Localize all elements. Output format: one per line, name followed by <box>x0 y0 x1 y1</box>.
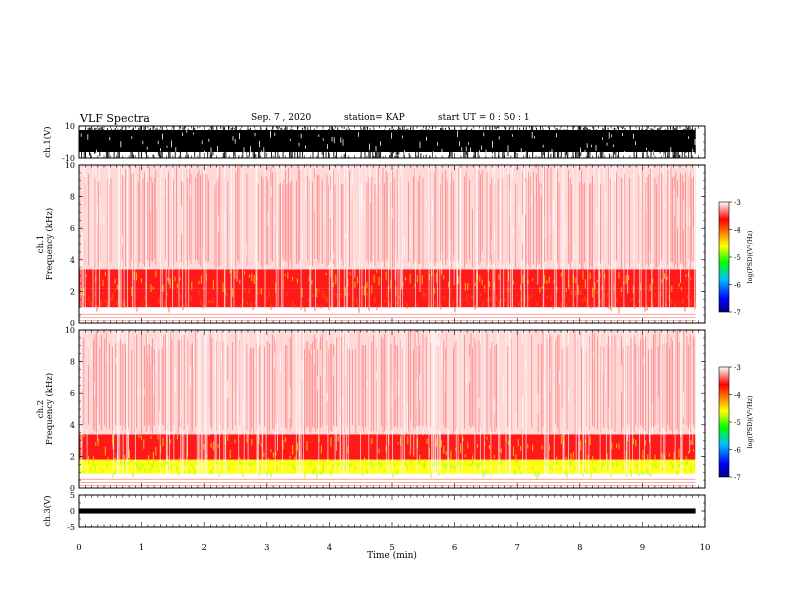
ch1-waveform-gaps <box>79 130 696 158</box>
xtick-label: 8 <box>577 543 582 553</box>
start-time-label: start UT = 0 : 50 : 1 <box>438 113 530 123</box>
yminor-2 <box>79 164 705 324</box>
ytick-label: 2 <box>70 452 75 461</box>
colorbar-tick-label: -7 <box>734 309 741 317</box>
colorbar-tick-label: -7 <box>734 474 741 482</box>
ytick-label: -5 <box>67 523 75 532</box>
station-label: station= KAP <box>344 113 405 123</box>
yminor-1 <box>79 125 705 159</box>
colorbar-tick-label: -5 <box>734 254 741 262</box>
xtick-label: 0 <box>76 543 81 553</box>
ch1-waveform-trace <box>79 126 696 158</box>
ytick-label: 8 <box>70 358 75 367</box>
colorbar-label: log(PSD)(V²/Hz) <box>746 230 754 283</box>
yminor-3 <box>79 329 705 489</box>
colorbar-tick-label: -4 <box>734 392 741 400</box>
streaks <box>80 165 695 308</box>
ch3-waveform-band <box>79 508 696 514</box>
xtick-label: 9 <box>640 543 645 553</box>
ytick-label: 10 <box>65 122 75 131</box>
spectrogram-1 <box>79 165 705 323</box>
colorbar-tick-label: -3 <box>734 199 741 207</box>
xtick-label: 4 <box>327 543 332 553</box>
ylabel-3-0: ch.2 <box>36 400 46 418</box>
streaks <box>80 330 697 474</box>
band-2 <box>79 165 696 270</box>
ytick-label: 10 <box>65 161 75 170</box>
band-1 <box>79 434 696 460</box>
speckle-red <box>79 165 694 270</box>
ytick-label: 0 <box>70 484 75 493</box>
colorbar-label: log(PSD)(V²/Hz) <box>746 395 754 448</box>
xticks-2 <box>78 165 706 323</box>
ytick-label: 4 <box>70 256 75 265</box>
ch3-waveform-trace <box>79 508 696 514</box>
ytick-label: -10 <box>62 154 75 163</box>
xtick-label: 10 <box>700 543 711 553</box>
colorbar-tick-label: -6 <box>734 447 741 455</box>
ylabel-3-1: Frequency (kHz) <box>44 373 55 445</box>
ytick-label: 10 <box>65 326 75 335</box>
ytick-label: 6 <box>70 224 75 233</box>
xlabel: Time (min) <box>367 550 417 561</box>
ytick-label: 0 <box>70 507 75 516</box>
colorbar-2 <box>718 366 730 478</box>
ylabel-2-1: Frequency (kHz) <box>44 208 55 280</box>
ch1-waveform-spikes <box>79 126 696 158</box>
ytick-label: 8 <box>70 193 75 202</box>
ylabel-4-0: ch.3(V) <box>42 495 53 526</box>
xticks-1 <box>78 126 706 158</box>
ylabel-2-0: ch.1 <box>36 235 46 253</box>
xtick-label: 3 <box>264 543 269 553</box>
xtick-label: 2 <box>201 543 206 553</box>
xtick-label: 5 <box>389 543 394 553</box>
colorbar-tick-label: -4 <box>734 227 741 235</box>
ytick-label: 6 <box>70 389 75 398</box>
band-0 <box>79 288 696 308</box>
band-1 <box>79 269 696 289</box>
colorbar-tick-label: -6 <box>734 282 741 290</box>
yminor-4 <box>79 494 705 528</box>
spectrogram-2 <box>79 330 705 488</box>
date-label: Sep. 7 , 2020 <box>251 113 312 123</box>
xticks-3 <box>78 330 706 488</box>
ytick-label: 0 <box>70 319 75 328</box>
colorbar-1 <box>718 201 730 313</box>
xtick-label: 1 <box>139 543 144 553</box>
ytick-label: 2 <box>70 287 75 296</box>
ytick-label: 4 <box>70 421 75 430</box>
colorbar-tick-label: -5 <box>734 419 741 427</box>
xtick-label: 7 <box>514 543 519 553</box>
ytick-label: 5 <box>70 491 75 500</box>
colorbar-tick-label: -3 <box>734 364 741 372</box>
chart-title: VLF Spectra <box>80 112 150 125</box>
xtick-label: 6 <box>452 543 457 553</box>
ylabel-1-0: ch.1(V) <box>42 126 53 157</box>
xticks-4 <box>78 495 706 527</box>
